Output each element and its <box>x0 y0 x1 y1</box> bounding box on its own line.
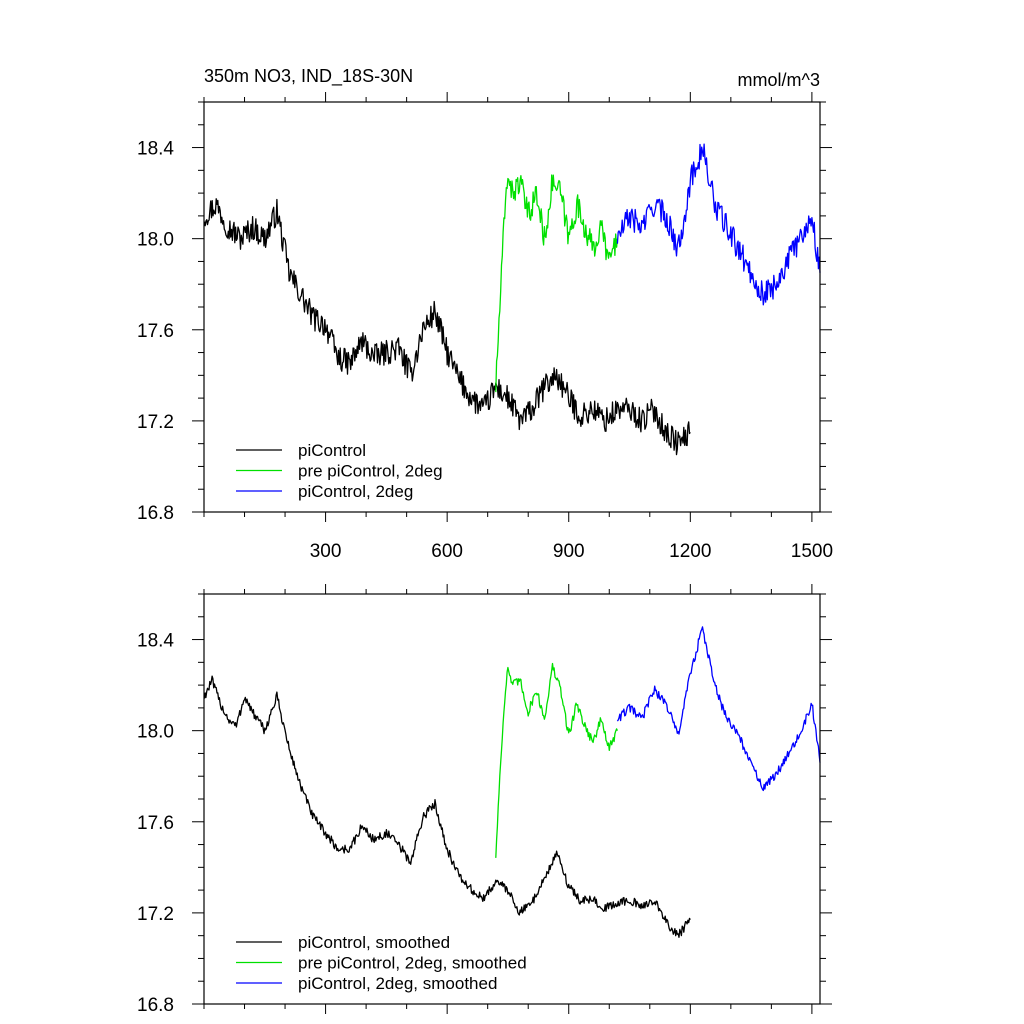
x-tick-label: 1200 <box>669 541 711 562</box>
series-line <box>616 143 821 306</box>
y-tick-label: 18.0 <box>137 722 174 743</box>
x-tick-label: 600 <box>431 541 463 562</box>
legend-label: piControl, 2deg, smoothed <box>298 974 497 993</box>
panel-bottom: piControl, smoothed pre piControl, 2deg, … <box>137 584 832 1016</box>
plot-frame <box>203 101 821 513</box>
series-group <box>203 143 821 456</box>
plot-frame <box>203 593 821 1005</box>
axis-ticks: 16.8 17.2 17.6 18.0 18.4 <box>137 584 832 1016</box>
axis-ticks: 16.8 17.2 17.6 18.0 18.4 300 600 900 1200 1500 <box>137 92 833 562</box>
y-tick-label: 18.4 <box>137 139 174 160</box>
y-tick-label: 17.2 <box>137 412 174 433</box>
legend-label: pre piControl, 2deg, smoothed <box>298 954 527 973</box>
y-tick-label: 18.0 <box>137 230 174 251</box>
y-tick-label: 16.8 <box>137 503 174 524</box>
panel-top: 350m NO3, IND_18S-30N mmol/m^3 piControl… <box>137 66 833 562</box>
chart-title: 350m NO3, IND_18S-30N <box>204 66 413 87</box>
series-line <box>616 626 821 792</box>
series-line <box>203 675 691 938</box>
series-line <box>203 198 691 456</box>
y-tick-label: 17.2 <box>137 904 174 925</box>
y-tick-label: 18.4 <box>137 631 174 652</box>
series-group <box>203 626 821 938</box>
legend-label: piControl, 2deg <box>298 482 413 501</box>
legend-label: piControl, smoothed <box>298 933 450 952</box>
series-line <box>495 662 618 858</box>
series-line <box>495 174 619 393</box>
x-tick-label: 1500 <box>791 541 833 562</box>
y-tick-label: 17.6 <box>137 321 174 342</box>
legend: piControl, smoothed pre piControl, 2deg, … <box>236 933 527 993</box>
x-tick-label: 900 <box>553 541 585 562</box>
legend-label: pre piControl, 2deg <box>298 462 443 481</box>
units-label: mmol/m^3 <box>738 70 820 90</box>
legend-label: piControl <box>298 441 366 460</box>
y-tick-label: 16.8 <box>137 995 174 1016</box>
x-tick-label: 300 <box>310 541 342 562</box>
y-tick-label: 17.6 <box>137 813 174 834</box>
